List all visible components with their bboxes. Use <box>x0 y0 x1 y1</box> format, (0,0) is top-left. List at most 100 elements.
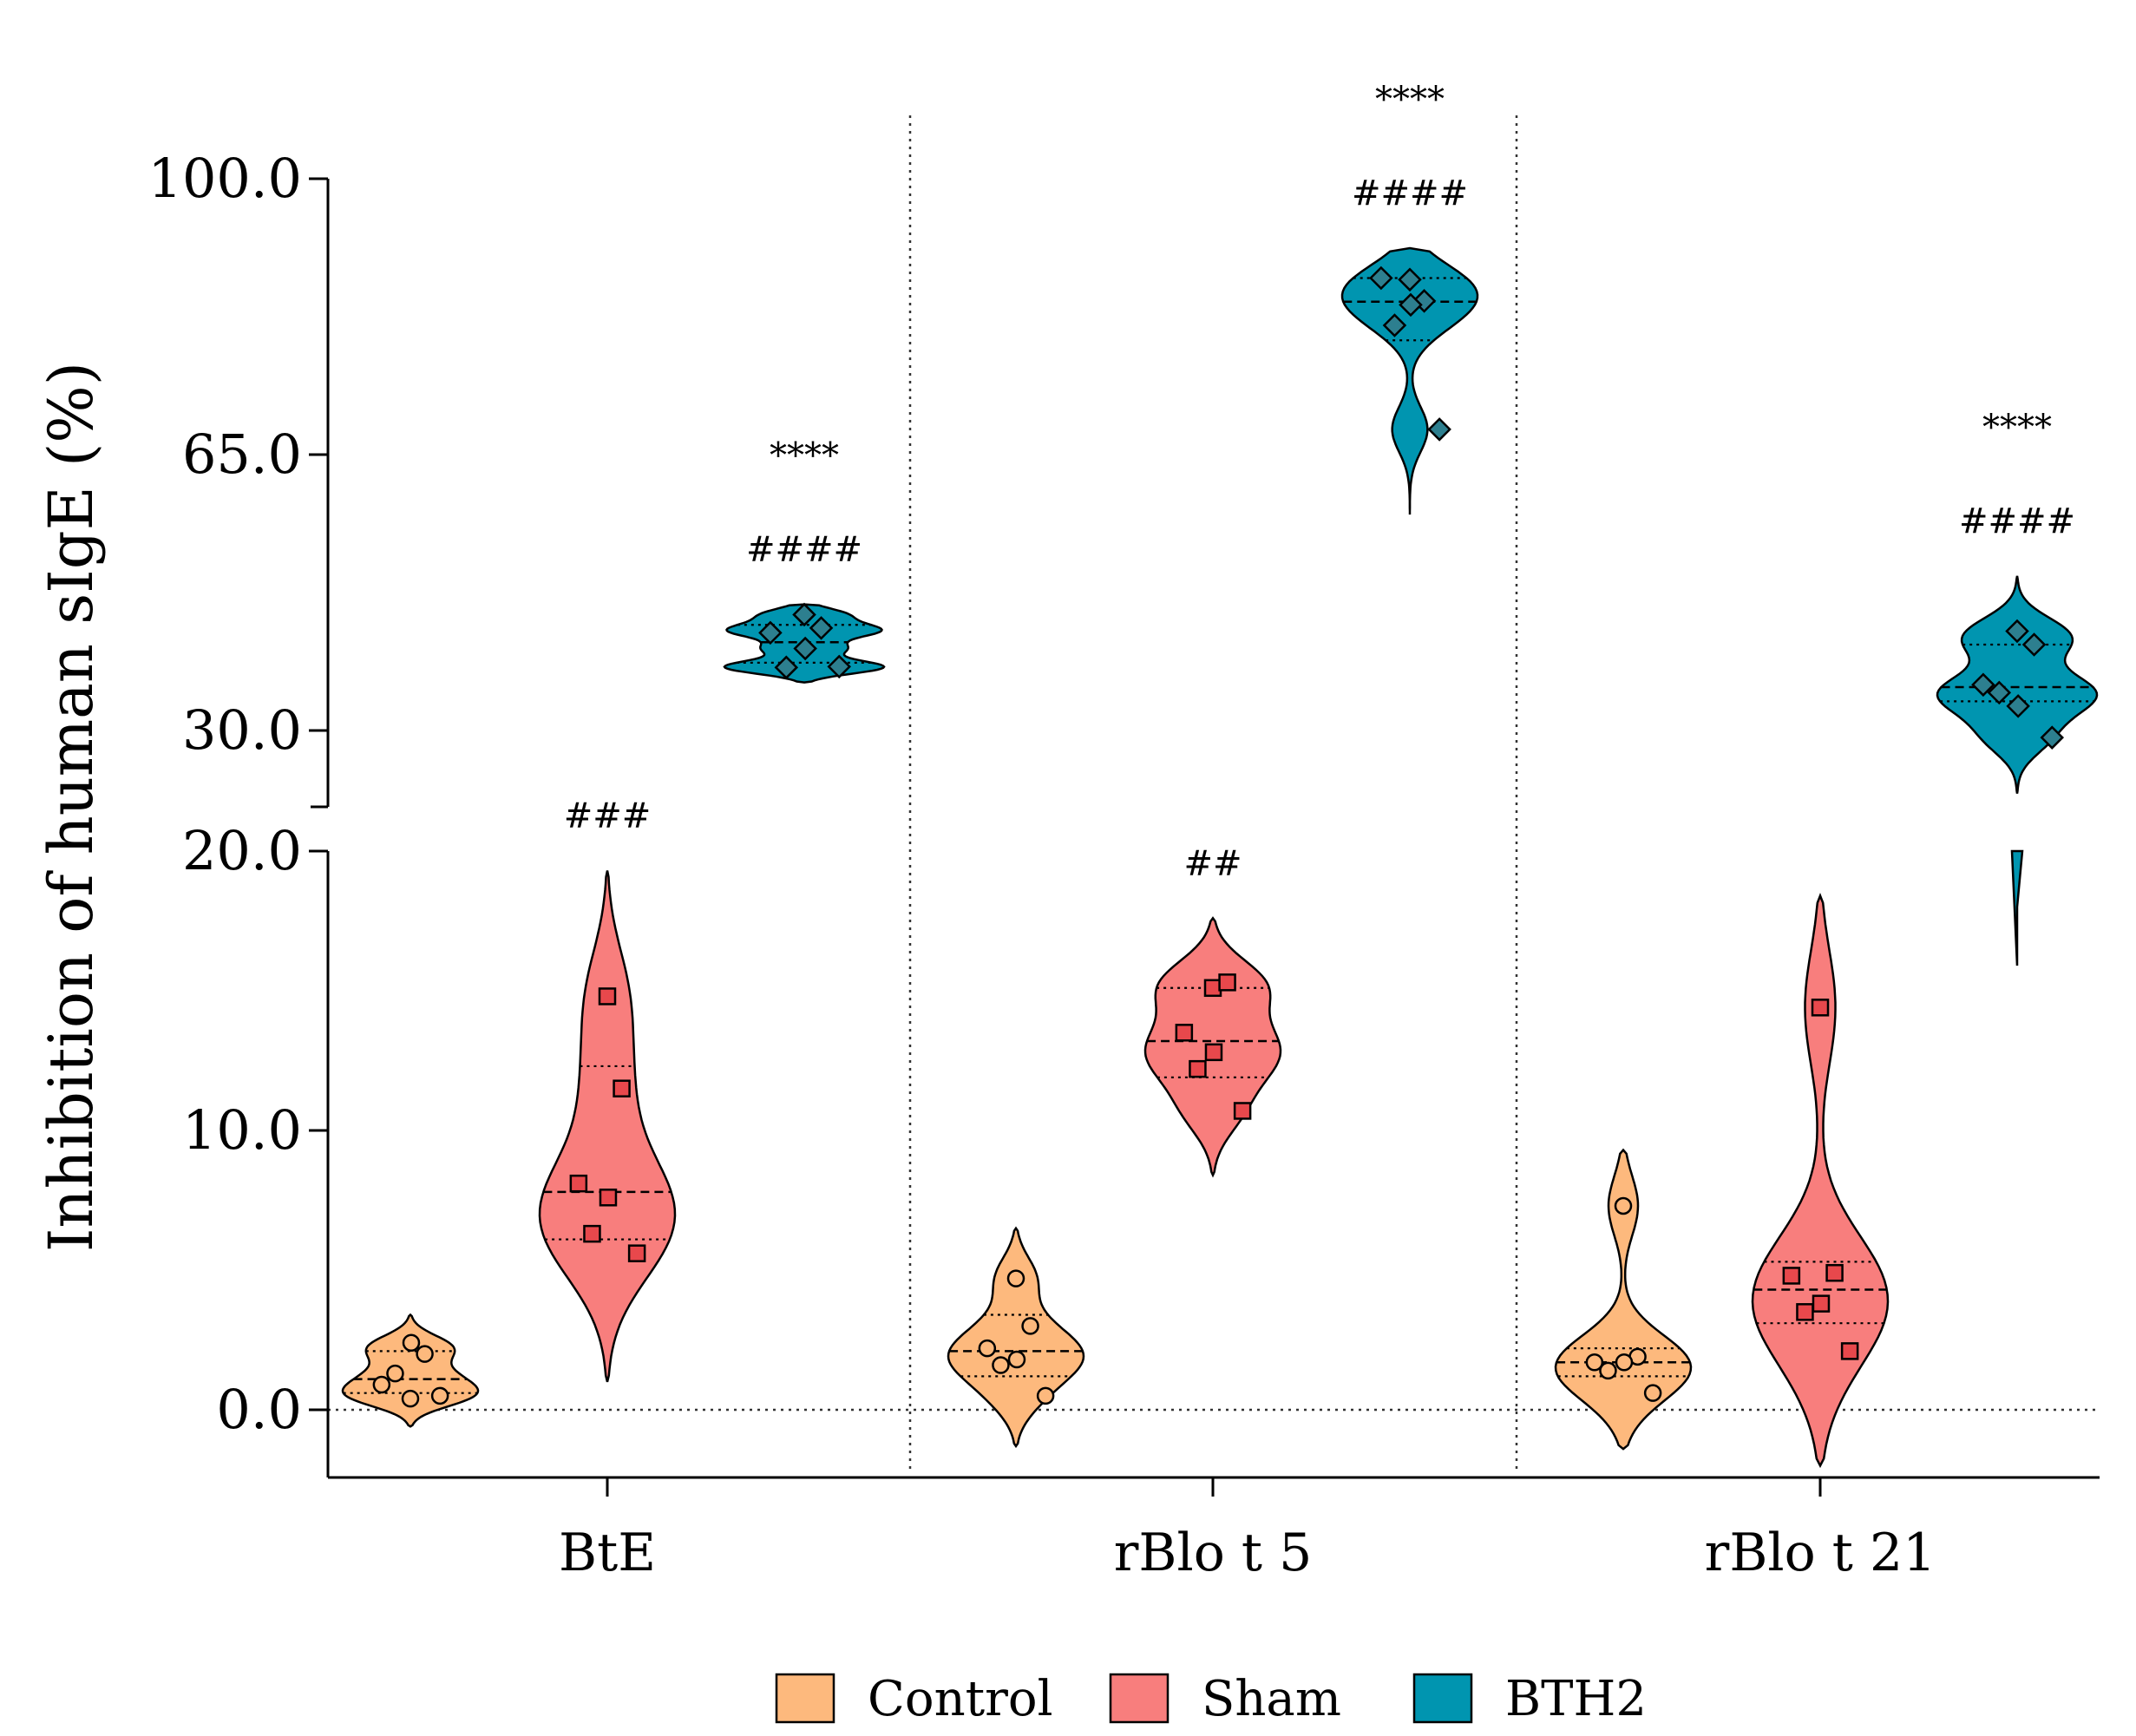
legend-label: Control <box>868 1671 1053 1727</box>
data-point <box>992 1356 1010 1374</box>
data-point <box>1399 292 1423 318</box>
violin-tail <box>2010 849 2024 966</box>
data-point <box>2006 694 2030 718</box>
violin-sham-2 <box>1751 893 1890 1469</box>
y-tick-label: 0.0 <box>216 1378 302 1441</box>
data-point <box>1812 1294 1831 1313</box>
violin-sham-1 <box>1143 916 1282 1178</box>
violin-body <box>1751 893 1890 1469</box>
y-tick-label: 100.0 <box>148 147 303 210</box>
data-point <box>2005 619 2029 644</box>
legend-item-sham: Sham <box>1109 1671 1341 1727</box>
significance-label: #### <box>746 530 862 570</box>
significance-label: ## <box>1183 843 1242 883</box>
legend-swatch <box>775 1673 835 1724</box>
data-point <box>416 1345 434 1363</box>
violin-control-1 <box>947 1226 1085 1449</box>
data-point <box>1369 265 1393 291</box>
data-point <box>569 1174 588 1193</box>
violin-bth2-2 <box>1936 575 2099 966</box>
data-point <box>627 1244 646 1262</box>
significance-label: #### <box>1352 174 1468 213</box>
data-point <box>1971 672 1995 698</box>
y-tick-label: 20.0 <box>182 819 302 882</box>
data-point <box>1796 1303 1814 1321</box>
data-point <box>386 1364 404 1383</box>
violin-control-2 <box>1554 1148 1693 1451</box>
x-category-label: BtE <box>559 1523 656 1583</box>
legend-swatch <box>1109 1673 1170 1724</box>
violin-body <box>1936 575 2099 794</box>
significance-label: ### <box>564 796 652 836</box>
violin-body <box>538 870 677 1383</box>
violin-bth2-1 <box>1340 246 1479 515</box>
data-point <box>2040 725 2065 750</box>
data-point <box>1006 1269 1025 1287</box>
violin-body <box>1340 246 1479 515</box>
data-point <box>1204 1043 1223 1062</box>
data-point <box>583 1224 601 1243</box>
data-point <box>1615 1353 1634 1372</box>
data-point <box>1987 680 2012 705</box>
data-point <box>809 616 834 640</box>
y-tick-label: 65.0 <box>182 423 302 486</box>
data-point <box>1840 1342 1859 1360</box>
violin-sham-0 <box>538 870 677 1383</box>
data-point <box>1233 1102 1252 1120</box>
data-point <box>1398 267 1422 292</box>
data-point <box>1218 973 1236 992</box>
data-point <box>1643 1384 1662 1402</box>
data-point <box>401 1389 420 1408</box>
data-point <box>1599 1361 1617 1380</box>
significance-label: **** <box>1982 408 2052 448</box>
violin-bth2-0 <box>723 602 886 684</box>
data-point <box>1614 1196 1633 1215</box>
legend-swatch <box>1412 1673 1473 1724</box>
violin-control-0 <box>341 1313 480 1428</box>
violin-body <box>947 1226 1085 1449</box>
x-category-label: rBlo t 21 <box>1705 1523 1936 1583</box>
y-tick-label: 30.0 <box>182 698 302 762</box>
significance-label: **** <box>1375 80 1445 120</box>
data-point <box>1036 1386 1055 1405</box>
y-axis-label: Inhibition of human sIgE (%) <box>36 362 107 1252</box>
significance-label: #### <box>1959 501 2075 541</box>
data-point <box>430 1386 449 1405</box>
significance-label: **** <box>770 436 839 476</box>
data-point <box>598 987 617 1006</box>
data-point <box>1412 289 1437 313</box>
violin-body <box>1554 1148 1693 1451</box>
data-point <box>1203 979 1222 998</box>
data-point <box>2021 632 2047 657</box>
legend-item-control: Control <box>775 1671 1053 1727</box>
data-point <box>978 1339 997 1358</box>
data-point <box>1189 1059 1207 1078</box>
axes: 0.0 10.0 20.0 30.0 65.0 100.0 BtE rBlo t 5 rBlo … <box>148 147 2100 1583</box>
data-point <box>599 1189 618 1207</box>
data-point <box>1427 417 1451 442</box>
data-point <box>1021 1317 1039 1335</box>
data-point <box>774 655 799 680</box>
data-point <box>1825 1263 1844 1282</box>
data-point <box>1382 313 1407 337</box>
data-point <box>372 1375 391 1394</box>
legend: Control Sham BTH2 <box>775 1671 1647 1727</box>
x-category-label: rBlo t 5 <box>1114 1523 1313 1583</box>
y-tick-label: 10.0 <box>182 1098 302 1162</box>
data-point <box>793 636 817 661</box>
violin-body <box>341 1313 480 1428</box>
data-point <box>792 602 816 627</box>
violins <box>341 246 2099 1469</box>
data-point <box>1175 1024 1194 1042</box>
data-point <box>1585 1353 1604 1372</box>
data-point <box>827 654 852 679</box>
data-point <box>402 1333 421 1352</box>
legend-label: Sham <box>1202 1671 1341 1727</box>
data-point <box>1811 999 1830 1017</box>
data-point <box>758 620 783 645</box>
data-point <box>613 1079 631 1097</box>
legend-item-bth2: BTH2 <box>1412 1671 1647 1727</box>
data-point <box>1007 1350 1026 1369</box>
data-point <box>1782 1267 1801 1285</box>
